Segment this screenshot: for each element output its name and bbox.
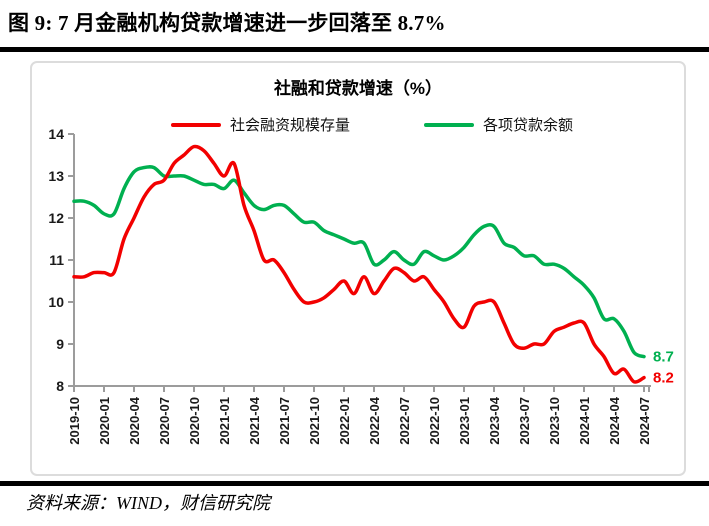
source-note: 资料来源：WIND，财信研究院 (26, 493, 270, 513)
bottom-divider (0, 481, 709, 486)
x-tick-label: 2020-07 (157, 397, 172, 445)
y-tick-label: 14 (48, 126, 64, 142)
x-tick-label: 2023-01 (457, 397, 472, 445)
x-tick-label: 2021-04 (247, 396, 262, 444)
chart-legend: 社会融资规模存量 各项贷款余额 (46, 114, 698, 135)
x-tick-label: 2022-01 (337, 397, 352, 445)
y-tick-label: 11 (49, 252, 64, 268)
legend-swatch-social-financing (170, 122, 221, 127)
x-tick-label: 2019-10 (67, 397, 82, 445)
y-tick-label: 13 (48, 168, 64, 184)
y-tick-label: 10 (48, 294, 64, 310)
x-tick-label: 2020-01 (97, 397, 112, 445)
legend-item-loans: 各项贷款余额 (424, 114, 573, 135)
x-tick-label: 2022-10 (427, 397, 442, 445)
top-divider (0, 47, 709, 52)
x-tick-label: 2023-04 (487, 396, 502, 444)
plot-area: 8 9 10 11 12 13 14 2019-10 2020-01 2020-04 2020-07… (48, 126, 674, 445)
x-tick-label: 2024-04 (607, 396, 622, 444)
legend-swatch-loans (424, 122, 474, 127)
end-label-social-financing: 8.2 (653, 370, 674, 387)
series-line-social-financing (72, 144, 646, 384)
x-tick-label: 2023-10 (547, 397, 562, 445)
figure-title: 图 9: 7 月金融机构贷款增速进一步回落至 8.7% (8, 11, 446, 35)
x-tick-label: 2020-10 (187, 397, 202, 445)
y-tick-label: 9 (56, 336, 64, 352)
chart-title: 社融和贷款增速（%） (273, 79, 443, 98)
chart-card: 8 9 10 11 12 13 14 2019-10 2020-01 2020-04 2020-07… (30, 61, 686, 476)
x-tick-label: 2024-07 (637, 397, 652, 445)
legend-item-social-financing: 社会融资规模存量 (170, 114, 350, 135)
x-tick-label: 2023-07 (517, 397, 532, 445)
y-tick-label: 8 (56, 378, 64, 394)
legend-label-loans: 各项贷款余额 (483, 117, 574, 134)
y-tick-label: 12 (48, 210, 64, 226)
x-tick-label: 2021-07 (277, 397, 292, 445)
x-tick-label: 2020-04 (127, 396, 142, 444)
x-tick-label: 2022-04 (367, 396, 382, 444)
legend-label-social-financing: 社会融资规模存量 (229, 117, 350, 134)
end-label-loans: 8.7 (653, 349, 674, 366)
series-line-loans (72, 165, 646, 359)
x-tick-label: 2021-10 (307, 397, 322, 445)
x-tick-label: 2022-07 (397, 397, 412, 445)
x-tick-label: 2021-01 (217, 397, 232, 445)
x-tick-label: 2024-01 (577, 397, 592, 445)
